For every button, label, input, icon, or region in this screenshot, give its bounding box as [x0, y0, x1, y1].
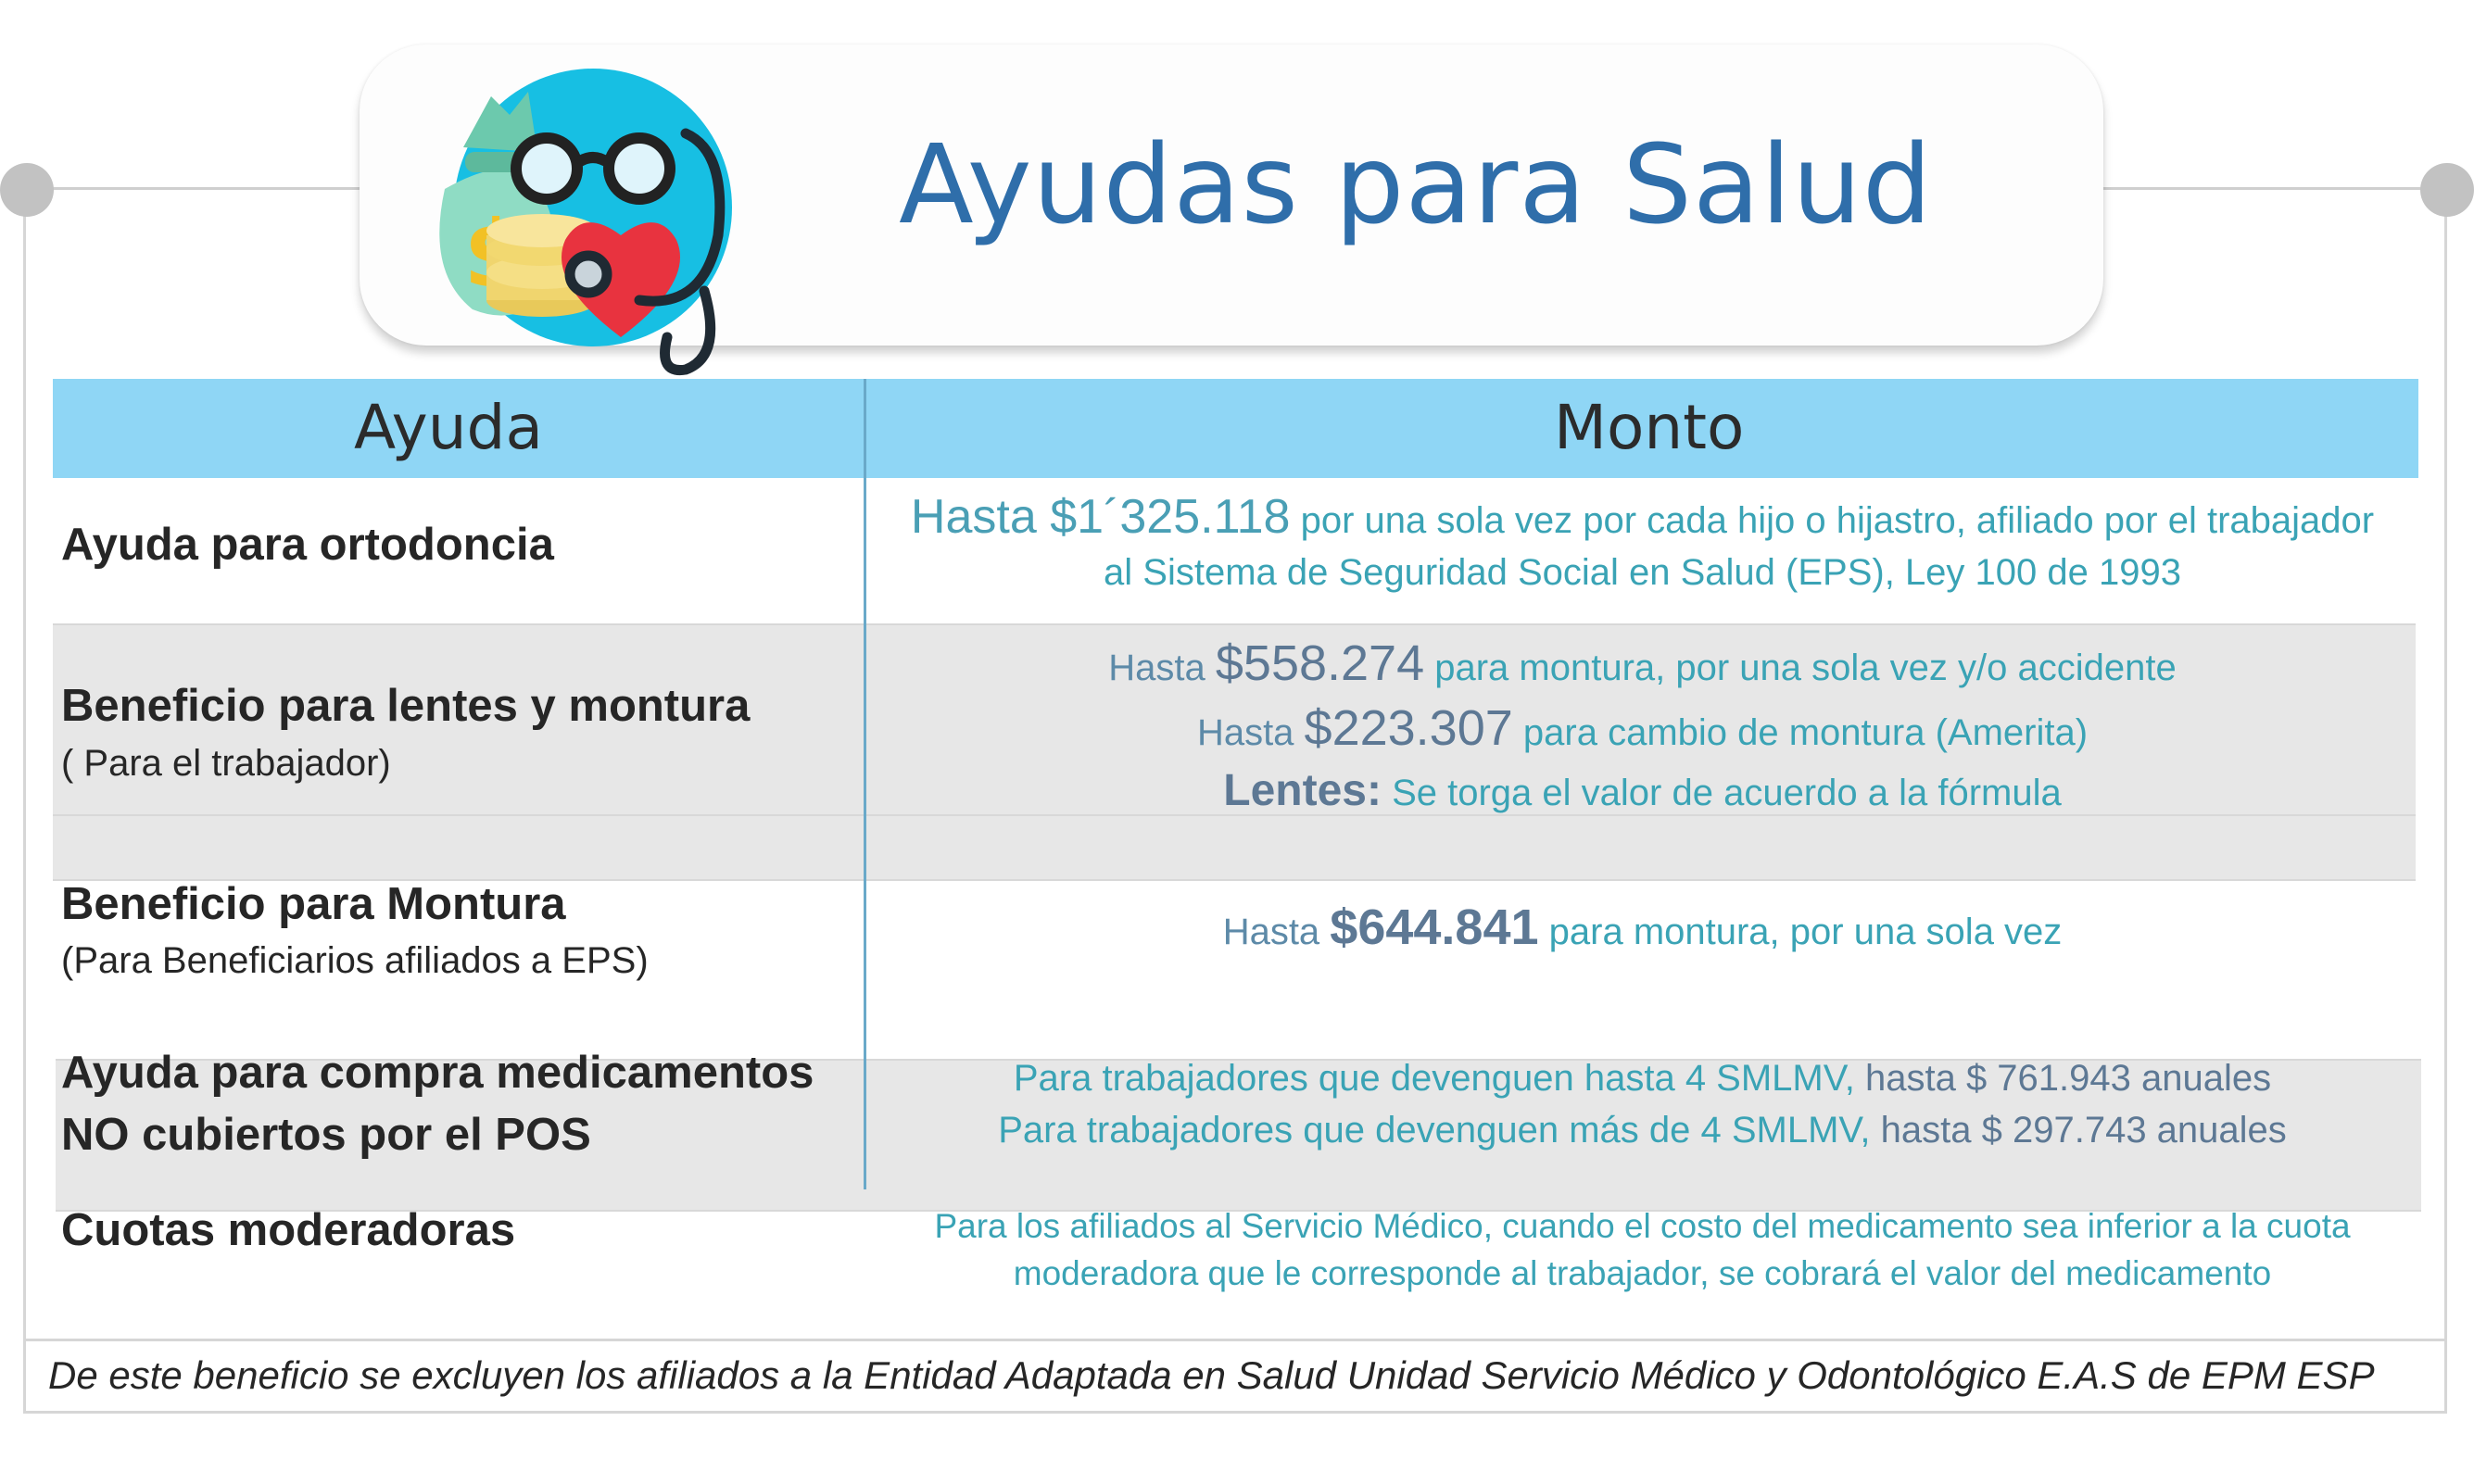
row-cuotas-line-2: moderadora que le corresponde al trabaja… [1013, 1254, 2272, 1292]
frame-dot-left [0, 163, 54, 217]
medicamentos-amount-1: hasta $ 761.943 anuales [1864, 1058, 2272, 1099]
row-ortodoncia-title: Ayuda para ortodoncia [61, 520, 554, 570]
row-montura-title: Beneficio para Montura [61, 879, 566, 929]
row-cuotas-line-1: Para los afiliados al Servicio Médico, c… [934, 1207, 2351, 1245]
row-lentes-line-2: Hasta $223.307 para cambio de montura (A… [1196, 700, 2089, 756]
table-header: Ayuda Monto [53, 379, 2418, 478]
row-lentes-line-3: Lentes: Se torga el valor de acuerdo a l… [1223, 766, 2062, 815]
row-ortodoncia-line-2: al Sistema de Seguridad Social en Salud … [1104, 552, 2181, 593]
medicamentos-amount-2: hasta $ 297.743 anuales [1880, 1110, 2287, 1151]
montura-amount: $644.841 [1330, 899, 1539, 955]
row-montura-line-1: Hasta $644.841 para montura, por una sol… [1222, 899, 2063, 955]
row-band-lentes [53, 623, 2416, 816]
frame-dot-right [2420, 163, 2474, 217]
eyeglasses-icon [511, 132, 675, 205]
stethoscope-icon [564, 128, 726, 376]
row-lentes-title: Beneficio para lentes y montura [61, 681, 751, 731]
health-aid-illustration: $ [439, 69, 732, 376]
row-medicamentos-title-1: Ayuda para compra medicamentos [61, 1048, 814, 1098]
row-medicamentos-title-2: NO cubiertos por el POS [61, 1110, 591, 1160]
content-frame [23, 188, 2447, 1414]
row-lentes-subtitle: ( Para el trabajador) [61, 743, 391, 784]
footer-note: De este beneficio se excluyen los afilia… [48, 1353, 2375, 1397]
row-band-medicamentos [56, 1059, 2421, 1212]
row-band-spacer [53, 814, 2416, 881]
ortodoncia-amount: Hasta $1´325.118 [910, 490, 1291, 544]
footer-divider [23, 1339, 2447, 1341]
row-medicamentos-line-2: Para trabajadores que devenguen más de 4… [998, 1110, 2287, 1151]
row-montura-subtitle: (Para Beneficiarios afiliados a EPS) [61, 940, 649, 981]
column-ayuda-header: Ayuda [354, 392, 543, 463]
column-monto-header: Monto [1554, 392, 1745, 463]
row-medicamentos-line-1: Para trabajadores que devenguen hasta 4 … [1013, 1058, 2272, 1099]
lentes-amount-1: $558.274 [1215, 635, 1425, 691]
lentes-label: Lentes: [1223, 766, 1382, 815]
frame-top-line-left [23, 187, 361, 190]
row-lentes-line-1: Hasta $558.274 para montura, por una sol… [1108, 635, 2177, 691]
frame-top-line-right [2102, 187, 2447, 190]
column-divider [864, 379, 866, 1189]
lentes-amount-2: $223.307 [1304, 700, 1513, 756]
row-ortodoncia-line-1: Hasta $1´325.118 por una sola vez por ca… [866, 489, 2418, 545]
ortodoncia-text-1: por una sola vez por cada hijo o hijastr… [1290, 500, 2375, 541]
page-title: Ayudas para Salud [899, 120, 1933, 248]
row-cuotas-title: Cuotas moderadoras [61, 1205, 516, 1255]
